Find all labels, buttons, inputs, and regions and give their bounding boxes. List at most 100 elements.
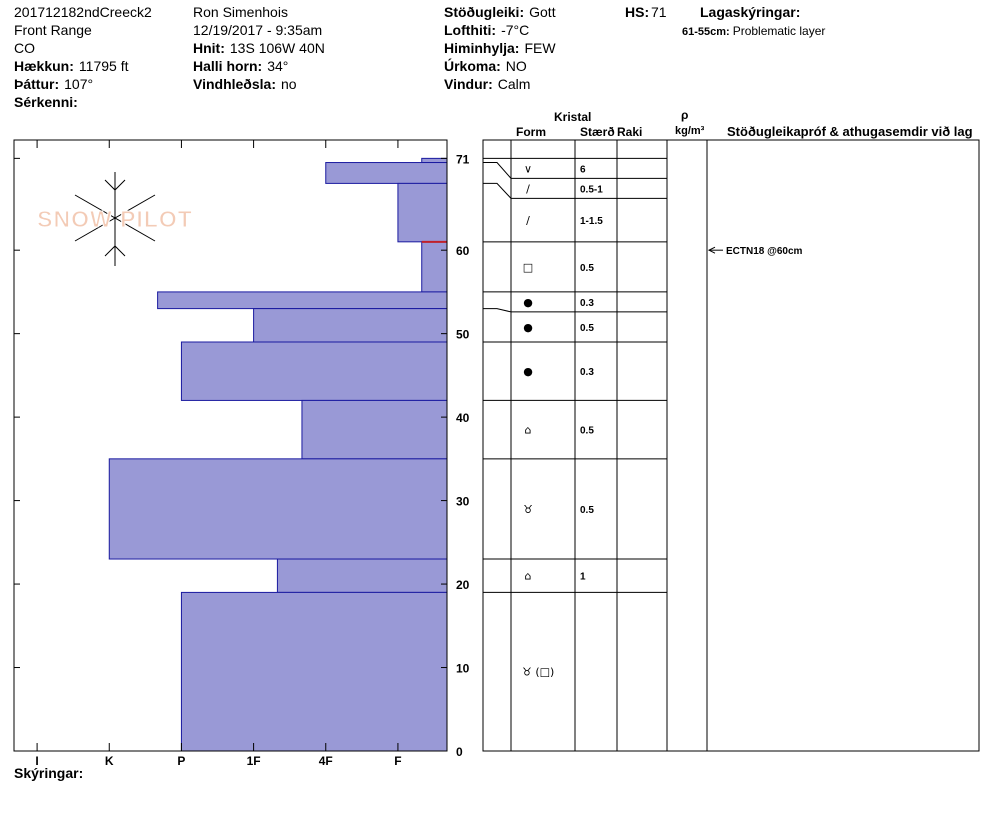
hardness-bar	[180, 591, 448, 752]
layer-connector	[483, 162, 512, 179]
col-header: Kristal	[554, 110, 591, 124]
y-tick-label: 0	[456, 745, 463, 759]
grain-form: ♉	[523, 503, 533, 516]
header-field: 201712182ndCreeck2	[14, 4, 152, 20]
y-tick-label: 30	[456, 495, 470, 509]
logo-flake	[74, 172, 156, 266]
header-field: Þáttur: 107°	[14, 76, 93, 92]
grain-form: ∨	[524, 162, 532, 175]
field-value: 107°	[64, 76, 93, 92]
field-label: Himinhylja:	[444, 40, 519, 56]
legend-text: Problematic layer	[733, 24, 826, 38]
field-value: 201712182ndCreeck2	[14, 4, 152, 20]
field-value: -7°C	[501, 22, 529, 38]
grain-size: 0.3	[580, 367, 594, 378]
grain-form: ●	[523, 321, 533, 334]
grain-size: 0.3	[580, 298, 594, 309]
header-field: Vindur: Calm	[444, 76, 530, 92]
field-value: Front Range	[14, 22, 92, 38]
arrow-head	[707, 246, 716, 254]
field-label: Vindhleðsla:	[193, 76, 276, 92]
x-tick-label: I	[35, 754, 38, 768]
x-tick-label: K	[105, 754, 114, 768]
legend-entry: 61-55cm: Problematic layer	[682, 24, 825, 38]
field-value: Ron Simenhois	[193, 4, 288, 20]
field-label: Þáttur:	[14, 76, 59, 92]
field-label: Hnit:	[193, 40, 225, 56]
grain-form: ∕	[526, 214, 530, 227]
hardness-bar	[325, 162, 448, 184]
legend-key: 61-55cm:	[682, 26, 730, 38]
grain-size: 0.5	[580, 323, 594, 334]
field-label: Sérkenni:	[14, 94, 78, 110]
header-field: Halli horn: 34°	[193, 58, 288, 74]
field-label: Halli horn:	[193, 58, 262, 74]
col-header: kg/m³	[675, 125, 705, 137]
y-tick-label: 60	[456, 244, 470, 258]
col-header: Stöðugleikapróf & athugasemdir við lag	[727, 124, 973, 139]
hardness-bar	[276, 558, 448, 593]
header-field: Sérkenni:	[14, 94, 78, 110]
chart-frame	[13, 139, 448, 752]
col-header: ρ	[681, 108, 688, 122]
hardness-bar	[397, 182, 448, 243]
grain-form: ●	[523, 296, 533, 309]
header-field: 12/19/2017 - 9:35am	[193, 22, 322, 38]
grain-size: 0.5-1	[580, 184, 603, 195]
field-label: Vindur:	[444, 76, 493, 92]
layer-connector	[483, 308, 512, 313]
header-field: Hækkun: 11795 ft	[14, 58, 129, 74]
x-tick-label: P	[177, 754, 185, 768]
field-value: 12/19/2017 - 9:35am	[193, 22, 322, 38]
x-tick-label: 4F	[319, 754, 333, 768]
header-field: Lofthiti: -7°C	[444, 22, 529, 38]
col-header: Form	[516, 125, 546, 139]
grain-size: 6	[580, 164, 586, 175]
field-value: CO	[14, 40, 35, 56]
y-tick-label: 20	[456, 578, 470, 592]
hardness-bar	[253, 308, 448, 343]
field-value: 11795 ft	[79, 58, 129, 74]
field-value: Gott	[529, 4, 556, 20]
col-header: Raki	[617, 125, 642, 139]
header-field: Vindhleðsla: no	[193, 76, 297, 92]
legend-title: Lagaskýringar:	[700, 4, 800, 20]
header-field: Stöðugleiki: Gott	[444, 4, 556, 20]
field-value: FEW	[524, 40, 556, 56]
grain-size: 1-1.5	[580, 216, 603, 227]
grain-form: □	[523, 261, 533, 274]
logo: SNOW PILOT	[37, 206, 193, 232]
hardness-bar	[301, 399, 448, 460]
y-tick-label: 71	[456, 152, 470, 166]
hardness-bar	[421, 157, 448, 164]
table-frame	[482, 139, 980, 752]
header-field: Úrkoma: NO	[444, 57, 527, 74]
grain-form: ∕	[526, 182, 530, 195]
header-field: Hnit: 13S 106W 40N	[193, 40, 325, 56]
footer: Skýringar:	[14, 765, 83, 781]
grain-form: ⌂	[525, 570, 532, 583]
header-field: Himinhylja: FEW	[444, 40, 556, 56]
x-tick-label: F	[394, 754, 401, 768]
field-label: Stöðugleiki:	[444, 4, 524, 20]
field-value: 13S 106W 40N	[230, 40, 325, 56]
field-value: 34°	[267, 58, 288, 74]
header-field: Front Range	[14, 22, 92, 38]
layer-connector	[483, 182, 512, 199]
grain-form: ●	[523, 365, 533, 378]
grain-form: ♉ (□)	[522, 666, 554, 679]
col-header: Stærð	[580, 125, 615, 139]
x-tick-label: 1F	[247, 754, 261, 768]
y-tick-label: 10	[456, 662, 470, 676]
y-tick-label: 50	[456, 328, 470, 342]
grain-form: ⌂	[525, 424, 532, 437]
field-label: Hækkun:	[14, 58, 74, 74]
field-label: Úrkoma:	[444, 57, 501, 74]
grain-size: 0.5	[580, 426, 594, 437]
test-label: ECTN18 @60cm	[726, 246, 803, 257]
hs-value: 71	[651, 4, 667, 20]
header-field: CO	[14, 40, 35, 56]
hardness-bar	[108, 458, 448, 560]
hardness-bar	[421, 241, 448, 293]
